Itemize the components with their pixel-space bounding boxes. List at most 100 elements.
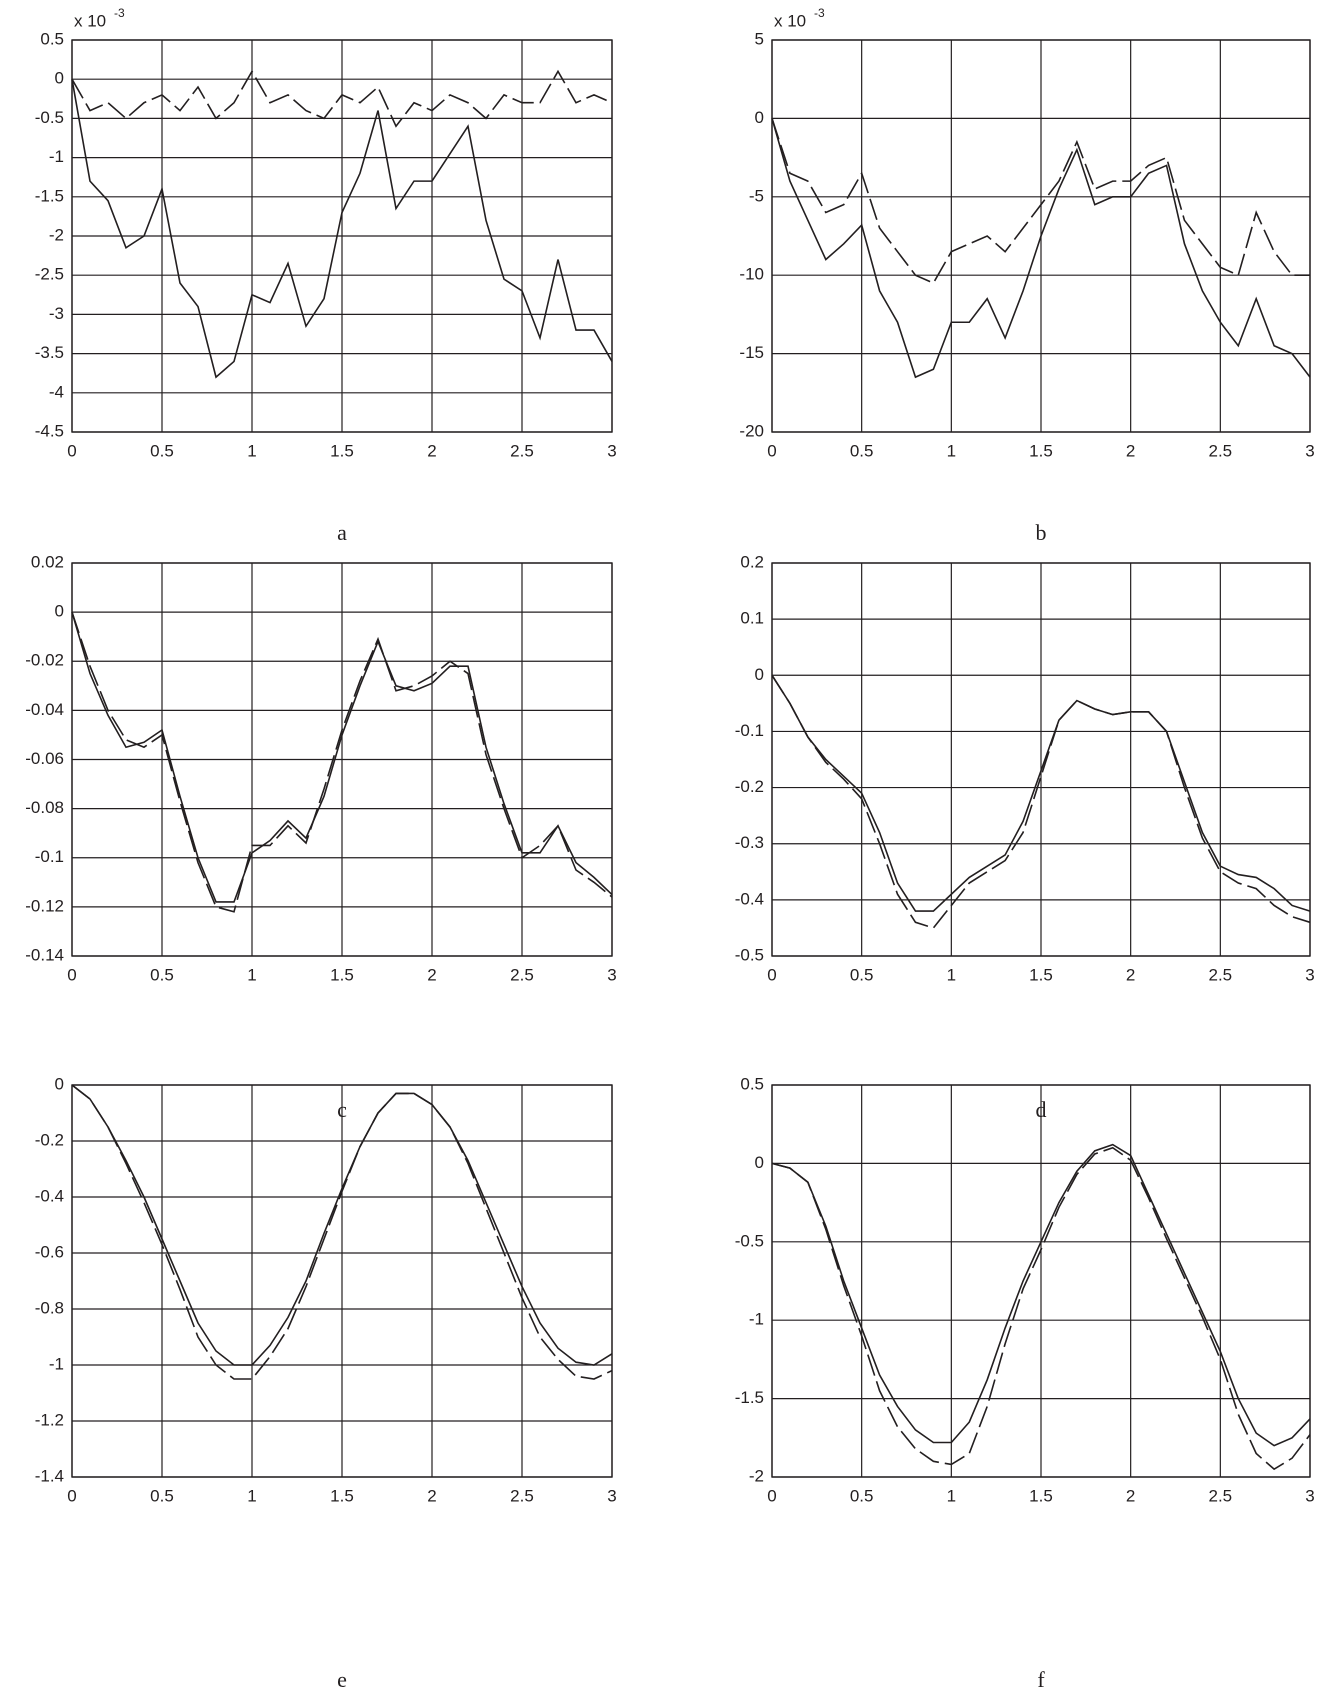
y-tick-label: -0.5 bbox=[35, 108, 64, 127]
y-tick-label: -0.8 bbox=[35, 1298, 64, 1317]
y-tick-label: 0 bbox=[55, 69, 64, 88]
y-tick-label: -0.02 bbox=[25, 651, 64, 670]
y-tick-label: -0.4 bbox=[35, 1186, 64, 1205]
x-tick-label: 2 bbox=[427, 965, 436, 984]
x-tick-label: 2.5 bbox=[1209, 965, 1233, 984]
y-tick-label: 0 bbox=[55, 1074, 64, 1093]
data-line bbox=[71, 69, 613, 128]
plot-frame bbox=[71, 1084, 613, 1478]
x-tick-label: 0.5 bbox=[150, 965, 174, 984]
x-tick-label: 0 bbox=[767, 965, 776, 984]
panel-caption: a bbox=[337, 520, 347, 545]
x-tick-label: 2 bbox=[427, 441, 436, 460]
x-tick-label: 0.5 bbox=[850, 441, 874, 460]
data-line bbox=[71, 79, 613, 379]
x-tick-label: 3 bbox=[607, 965, 616, 984]
data-line bbox=[771, 118, 1311, 379]
y-tick-label: -0.04 bbox=[25, 700, 64, 719]
y-tick-label: -0.2 bbox=[35, 1130, 64, 1149]
y-tick-label: 0 bbox=[755, 1153, 764, 1172]
y-tick-label: 0.5 bbox=[40, 29, 64, 48]
data-line bbox=[71, 611, 613, 913]
axis-multiplier-exponent: -3 bbox=[114, 6, 125, 20]
y-tick-label: -2 bbox=[749, 1466, 764, 1485]
y-tick-label: 0 bbox=[755, 665, 764, 684]
y-tick-label: -5 bbox=[749, 186, 764, 205]
y-tick-label: -1 bbox=[49, 147, 64, 166]
y-tick-label: -0.4 bbox=[735, 889, 764, 908]
y-tick-label: 5 bbox=[755, 29, 764, 48]
x-tick-label: 0.5 bbox=[850, 965, 874, 984]
x-tick-label: 1.5 bbox=[330, 1486, 354, 1505]
panel-caption: f bbox=[1037, 1667, 1045, 1692]
y-tick-label: -15 bbox=[739, 343, 764, 362]
x-tick-label: 0.5 bbox=[150, 441, 174, 460]
y-tick-label: -2 bbox=[49, 225, 64, 244]
plot-frame bbox=[71, 562, 613, 957]
x-tick-label: 1.5 bbox=[1029, 965, 1053, 984]
x-tick-label: 0 bbox=[67, 441, 76, 460]
plot-frame bbox=[71, 39, 613, 433]
y-tick-label: -1.2 bbox=[35, 1410, 64, 1429]
x-tick-label: 1.5 bbox=[1029, 1486, 1053, 1505]
y-tick-label: -10 bbox=[739, 265, 764, 284]
x-tick-label: 0.5 bbox=[150, 1486, 174, 1505]
x-tick-label: 3 bbox=[607, 441, 616, 460]
x-tick-label: 3 bbox=[1305, 441, 1314, 460]
x-tick-label: 2 bbox=[1126, 1486, 1135, 1505]
panel-caption: e bbox=[337, 1667, 347, 1692]
x-tick-label: 1 bbox=[947, 1486, 956, 1505]
x-tick-label: 1 bbox=[247, 441, 256, 460]
data-line bbox=[771, 1146, 1311, 1471]
x-tick-label: 1 bbox=[247, 1486, 256, 1505]
x-tick-label: 0.5 bbox=[850, 1486, 874, 1505]
y-tick-label: -0.6 bbox=[35, 1242, 64, 1261]
y-tick-label: 0.2 bbox=[740, 552, 764, 571]
x-tick-label: 1.5 bbox=[1029, 441, 1053, 460]
y-tick-label: -0.1 bbox=[35, 847, 64, 866]
y-tick-label: -0.14 bbox=[25, 945, 64, 964]
x-tick-label: 3 bbox=[607, 1486, 616, 1505]
x-tick-label: 0 bbox=[67, 965, 76, 984]
data-line bbox=[71, 1084, 613, 1366]
x-tick-label: 2 bbox=[1126, 441, 1135, 460]
x-tick-label: 2.5 bbox=[1209, 1486, 1233, 1505]
x-tick-label: 3 bbox=[1305, 1486, 1314, 1505]
x-tick-label: 0 bbox=[767, 441, 776, 460]
x-tick-label: 1.5 bbox=[330, 965, 354, 984]
x-tick-label: 1.5 bbox=[330, 441, 354, 460]
axis-multiplier-exponent: -3 bbox=[814, 6, 825, 20]
x-tick-label: 0 bbox=[67, 1486, 76, 1505]
x-tick-label: 1 bbox=[947, 965, 956, 984]
x-tick-label: 1 bbox=[947, 441, 956, 460]
y-tick-label: -20 bbox=[739, 421, 764, 440]
y-tick-label: 0 bbox=[755, 108, 764, 127]
data-line bbox=[771, 674, 1311, 929]
x-tick-label: 0 bbox=[767, 1486, 776, 1505]
y-tick-label: 0.1 bbox=[740, 609, 764, 628]
data-line bbox=[771, 674, 1311, 912]
x-tick-label: 2.5 bbox=[1209, 441, 1233, 460]
y-tick-label: -0.5 bbox=[735, 945, 764, 964]
x-tick-label: 2.5 bbox=[510, 441, 534, 460]
y-tick-label: -0.06 bbox=[25, 749, 64, 768]
y-tick-label: -1.4 bbox=[35, 1466, 64, 1485]
x-tick-label: 2 bbox=[427, 1486, 436, 1505]
axis-multiplier: x 10 bbox=[774, 11, 806, 30]
plot-frame bbox=[771, 1084, 1311, 1478]
y-tick-label: -2.5 bbox=[35, 265, 64, 284]
x-tick-label: 2 bbox=[1126, 965, 1135, 984]
axis-multiplier: x 10 bbox=[74, 11, 106, 30]
y-tick-label: -0.2 bbox=[735, 777, 764, 796]
plot-frame bbox=[771, 39, 1311, 433]
y-tick-label: -0.3 bbox=[735, 833, 764, 852]
y-tick-label: -1.5 bbox=[35, 186, 64, 205]
y-tick-label: 0 bbox=[55, 602, 64, 621]
plot-frame bbox=[771, 562, 1311, 957]
data-line bbox=[771, 118, 1310, 285]
data-line bbox=[71, 611, 613, 903]
data-line bbox=[771, 1143, 1311, 1447]
y-tick-label: -4 bbox=[49, 382, 64, 401]
y-tick-label: -3.5 bbox=[35, 343, 64, 362]
